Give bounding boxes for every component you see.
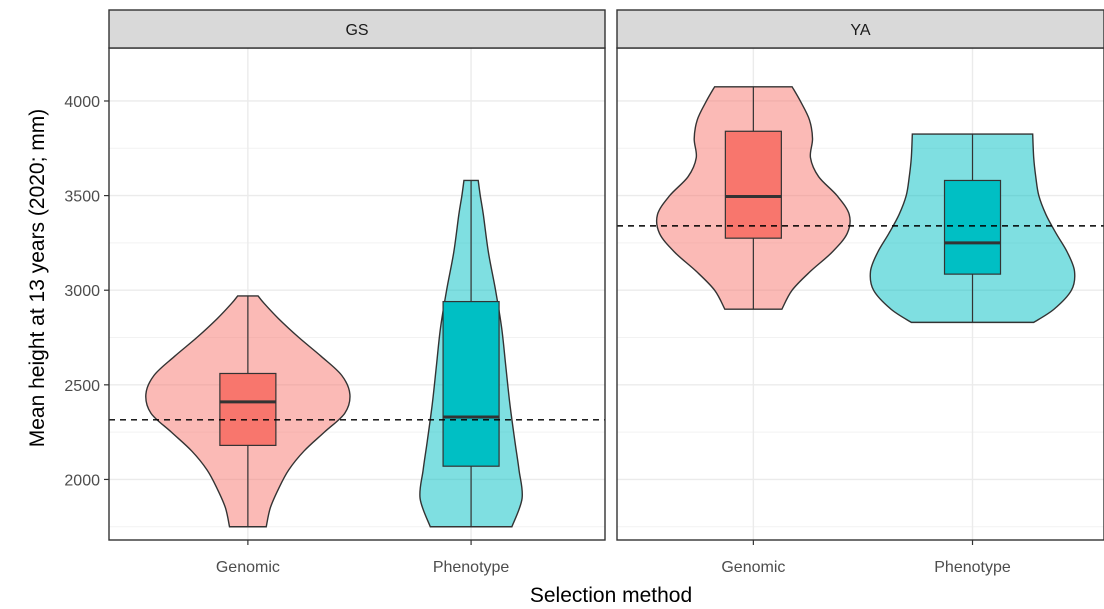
x-tick-label: Phenotype [433,559,510,576]
facet-panel-ya: YA [616,9,1104,541]
box [724,130,782,239]
box [943,179,1002,275]
y-tick-label: 2500 [64,378,100,395]
x-axis-title: Selection method [530,584,692,607]
facet-strip-label: YA [850,22,870,39]
facet-strip [616,9,1104,49]
facet-strip [108,9,606,49]
y-tick-label: 4000 [64,94,100,111]
y-tick-label: 3500 [64,189,100,206]
panel-background [109,48,605,540]
x-tick-label: Genomic [721,559,785,576]
y-axis-title: Mean height at 13 years (2020; mm) [26,109,49,448]
y-tick-label: 2000 [64,472,100,489]
facet-strip-label: GS [345,22,368,39]
y-tick-label: 3000 [64,283,100,300]
x-tick-label: Phenotype [934,559,1011,576]
box [219,372,277,446]
box [442,300,500,467]
axes-layer: Genomic Phenotype Genomic Phenotype 2000 2500… [64,94,1010,576]
facets-layer: GS YA [108,9,1104,541]
x-tick-label: Genomic [216,559,280,576]
facet-panel-gs: GS [108,9,606,541]
